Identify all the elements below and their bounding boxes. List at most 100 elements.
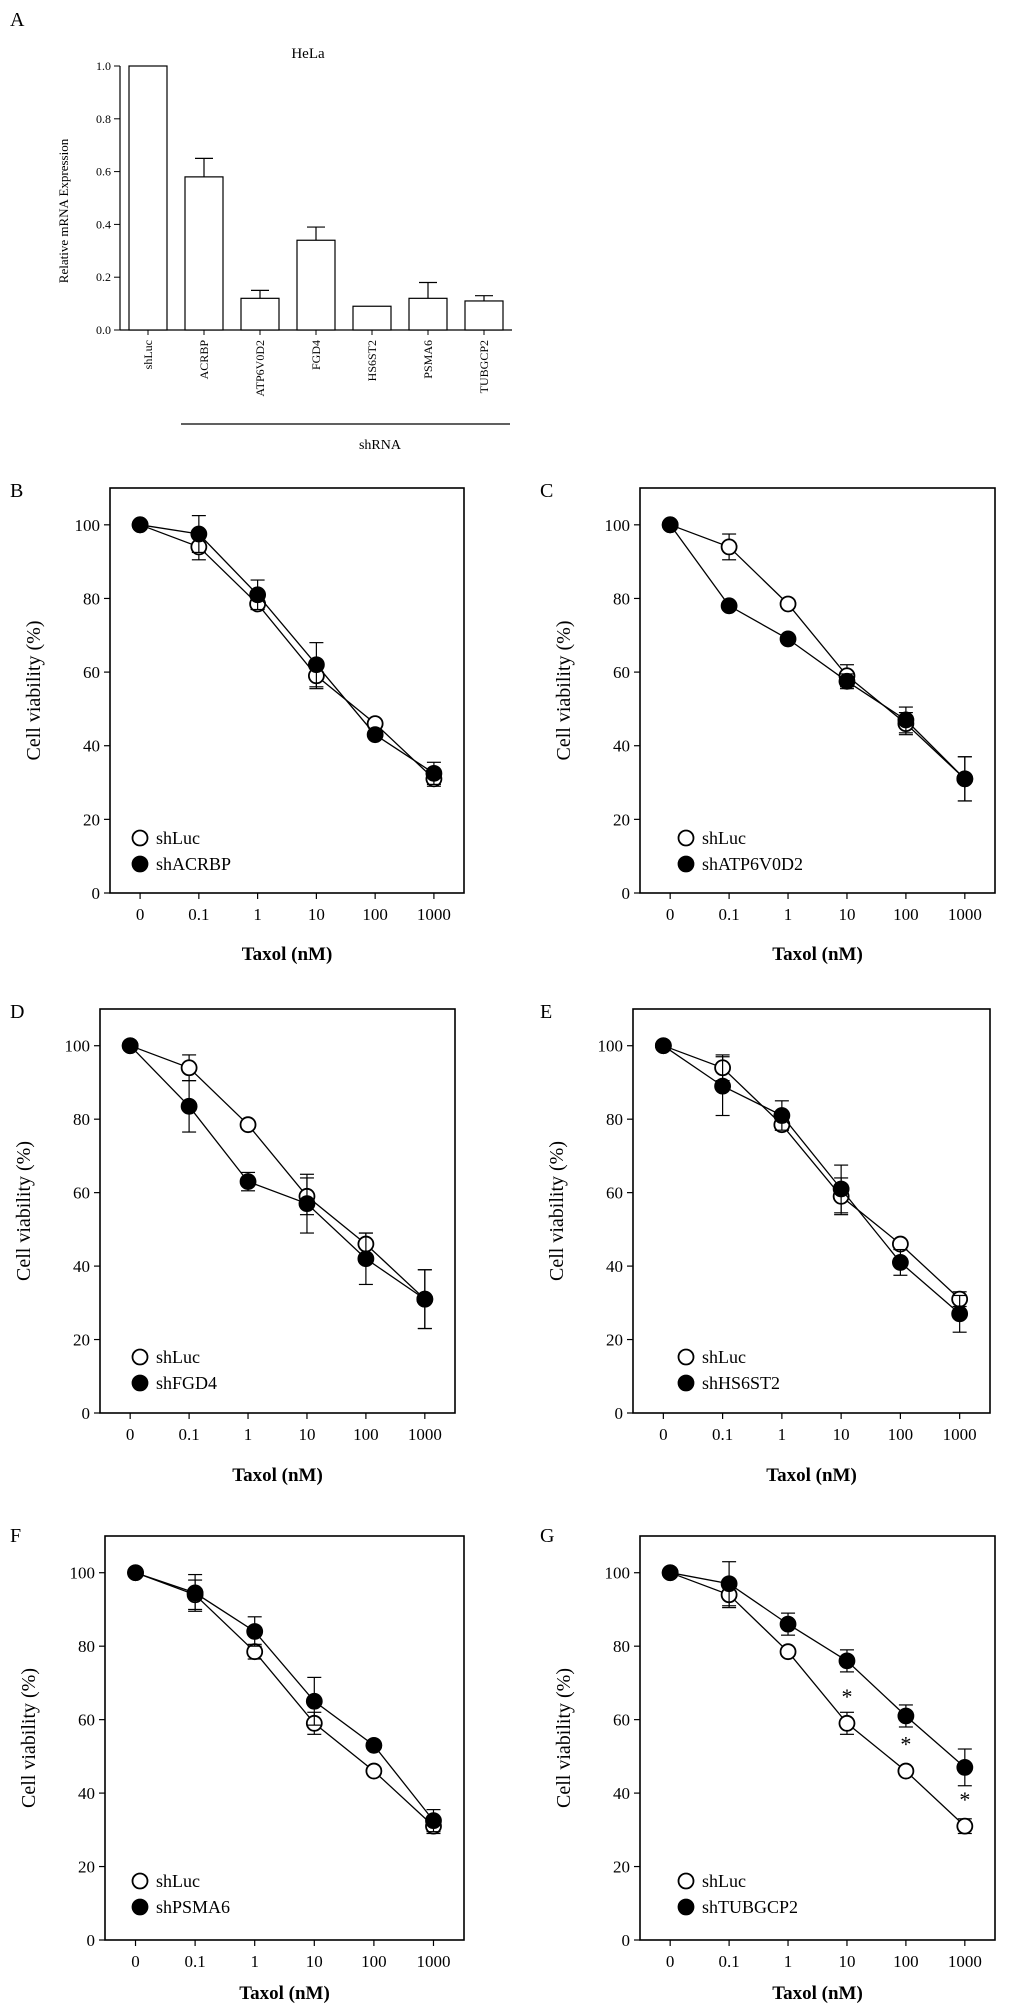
panel-a-y-axis-label: Relative mRNA Expression [56, 138, 71, 283]
panel-g-point-shtubgcp2 [720, 1575, 738, 1593]
panel-a-x-axis-label: shRNA [359, 438, 402, 453]
panel-g-legend-label-shluc: shLuc [702, 1871, 746, 1891]
panel-c-x-tick-label: 1 [784, 905, 793, 924]
panel-f-y-tick-label: 0 [87, 1931, 96, 1950]
panel-g-legend-label-shtubgcp2: shTUBGCP2 [702, 1897, 798, 1917]
panel-b-y-tick-label: 60 [83, 663, 100, 682]
panel-d-y-tick-label: 0 [82, 1404, 91, 1423]
panel-a-y-tick-label: 1.0 [96, 59, 111, 73]
panel-e-x-tick-label: 1000 [943, 1425, 977, 1444]
panel-g-x-tick-label: 10 [838, 1952, 855, 1971]
panel-d-y-tick-label: 20 [73, 1331, 90, 1350]
panel-a-bar-hs6st2 [352, 305, 392, 331]
panel-e-legend-marker-shhs6st2 [677, 1374, 695, 1392]
panel-e-plot-frame [632, 1008, 991, 1414]
panel-c-point-shatp6v0d2 [661, 516, 679, 534]
panel-b-x-tick-label: 1 [253, 905, 262, 924]
panel-g-y-tick-label: 80 [613, 1637, 630, 1656]
panel-a-x-tick-label: TUBGCP2 [477, 340, 491, 393]
panel-d-point-shfgd4 [180, 1097, 198, 1115]
panel-f-legend-label-shluc: shLuc [156, 1871, 200, 1891]
panel-b-x-axis-label: Taxol (nM) [242, 944, 333, 965]
panel-g-significance-asterisk: * [959, 1787, 970, 1812]
panel-c-x-tick-label: 100 [893, 905, 919, 924]
panel-f-plot-frame [104, 1535, 465, 1941]
panel-a-bars [128, 65, 504, 331]
panel-c-x-tick-label: 1000 [948, 905, 982, 924]
panel-g-x-tick-label: 0.1 [718, 1952, 739, 1971]
panel-e-point-shhs6st2 [891, 1254, 909, 1271]
panel-g-y-tick-label: 60 [613, 1711, 630, 1730]
panel-f-point-shpsma6 [425, 1812, 442, 1830]
panel-b-y-tick-label: 80 [83, 589, 100, 608]
panel-e-point-shhs6st2 [951, 1305, 969, 1323]
panel-b-point-shacrbp [131, 516, 149, 534]
panel-a-y-tick-label: 0.2 [96, 270, 111, 284]
panel-label-a: A [10, 9, 25, 31]
panel-e-legend-label-shluc: shLuc [702, 1347, 746, 1367]
panel-c-legend-label-shatp6v0d2: shATP6V0D2 [702, 854, 803, 874]
panel-g-x-tick-label: 100 [893, 1952, 919, 1971]
panel-a-x-tick-label: ACRBP [197, 340, 211, 380]
panel-d-y-tick-label: 60 [73, 1184, 90, 1203]
panel-b-y-tick-label: 40 [83, 737, 100, 756]
panel-c-x-tick-label: 0 [666, 905, 675, 924]
panel-a-x-tick-label: ATP6V0D2 [253, 340, 267, 397]
panel-d-series-line-shfgd4 [129, 1045, 426, 1300]
panel-e-series-line-shluc [663, 1045, 961, 1300]
panel-f-point-shpsma6 [186, 1584, 204, 1602]
panel-f-legend-label-shpsma6: shPSMA6 [156, 1897, 230, 1917]
panel-g-point-shtubgcp2 [897, 1707, 915, 1725]
panel-g-point-shtubgcp2 [838, 1652, 856, 1670]
panel-f-legend-marker-shluc [131, 1872, 149, 1890]
panel-f-x-tick-label: 1 [250, 1952, 259, 1971]
panel-g-series-line-shtubgcp2 [670, 1572, 966, 1768]
panel-d-point-shfgd4 [416, 1290, 434, 1308]
panel-a-bar-psma6 [408, 297, 448, 331]
panel-f-point-shpsma6 [365, 1736, 383, 1754]
panel-b-y-axis-label: Cell viability (%) [23, 621, 45, 761]
panel-d-point-shluc [180, 1059, 198, 1077]
panel-c-y-tick-label: 60 [613, 663, 630, 682]
panel-d-legend-label-shluc: shLuc [156, 1347, 200, 1367]
panel-g-plot-frame [639, 1535, 996, 1941]
panel-g-point-shtubgcp2 [956, 1758, 974, 1776]
panel-c-point-shatp6v0d2 [720, 597, 738, 615]
panel-e-point-shhs6st2 [714, 1077, 732, 1095]
panel-g-x-tick-label: 1000 [948, 1952, 982, 1971]
panel-g-y-tick-label: 20 [613, 1858, 630, 1877]
panel-g-y-tick-label: 40 [613, 1784, 630, 1803]
panel-d-series-line-shluc [129, 1045, 426, 1300]
panel-g-point-shluc [897, 1762, 915, 1780]
panel-b-x-tick-label: 0.1 [188, 905, 209, 924]
panel-f-x-tick-label: 100 [361, 1952, 387, 1971]
panel-label-c: C [540, 480, 553, 502]
panel-c-plot-frame [639, 487, 996, 894]
panel-c-point-shatp6v0d2 [838, 672, 856, 690]
panel-g-x-tick-label: 1 [784, 1952, 793, 1971]
panel-f-x-tick-label: 0.1 [184, 1952, 205, 1971]
panel-e-y-tick-label: 40 [606, 1257, 623, 1276]
panel-b-point-shacrbp [190, 525, 208, 543]
panel-d-point-shfgd4 [121, 1037, 139, 1055]
panel-g-series-line-shluc [669, 1572, 966, 1827]
panel-d-legend-marker-shfgd4 [131, 1374, 149, 1392]
panel-e-y-tick-label: 100 [598, 1037, 624, 1056]
panel-c-legend-marker-shluc [677, 829, 695, 847]
panel-a-bar-acrbp [184, 176, 224, 331]
panel-d-point-shluc [239, 1116, 257, 1134]
panel-a-x-tick-label: PSMA6 [421, 340, 435, 379]
panel-d-y-tick-label: 100 [65, 1037, 91, 1056]
panel-b-series-line-shluc [139, 524, 435, 780]
panel-b-x-tick-label: 0 [136, 905, 145, 924]
panel-c-legend-label-shluc: shLuc [702, 828, 746, 848]
panel-f-series-line-shpsma6 [135, 1572, 435, 1822]
panel-e-x-tick-label: 0 [659, 1425, 668, 1444]
panel-e-series-line-shhs6st2 [662, 1045, 961, 1315]
panel-b-y-tick-label: 100 [75, 516, 101, 535]
panel-e-x-axis-label: Taxol (nM) [766, 1465, 857, 1486]
